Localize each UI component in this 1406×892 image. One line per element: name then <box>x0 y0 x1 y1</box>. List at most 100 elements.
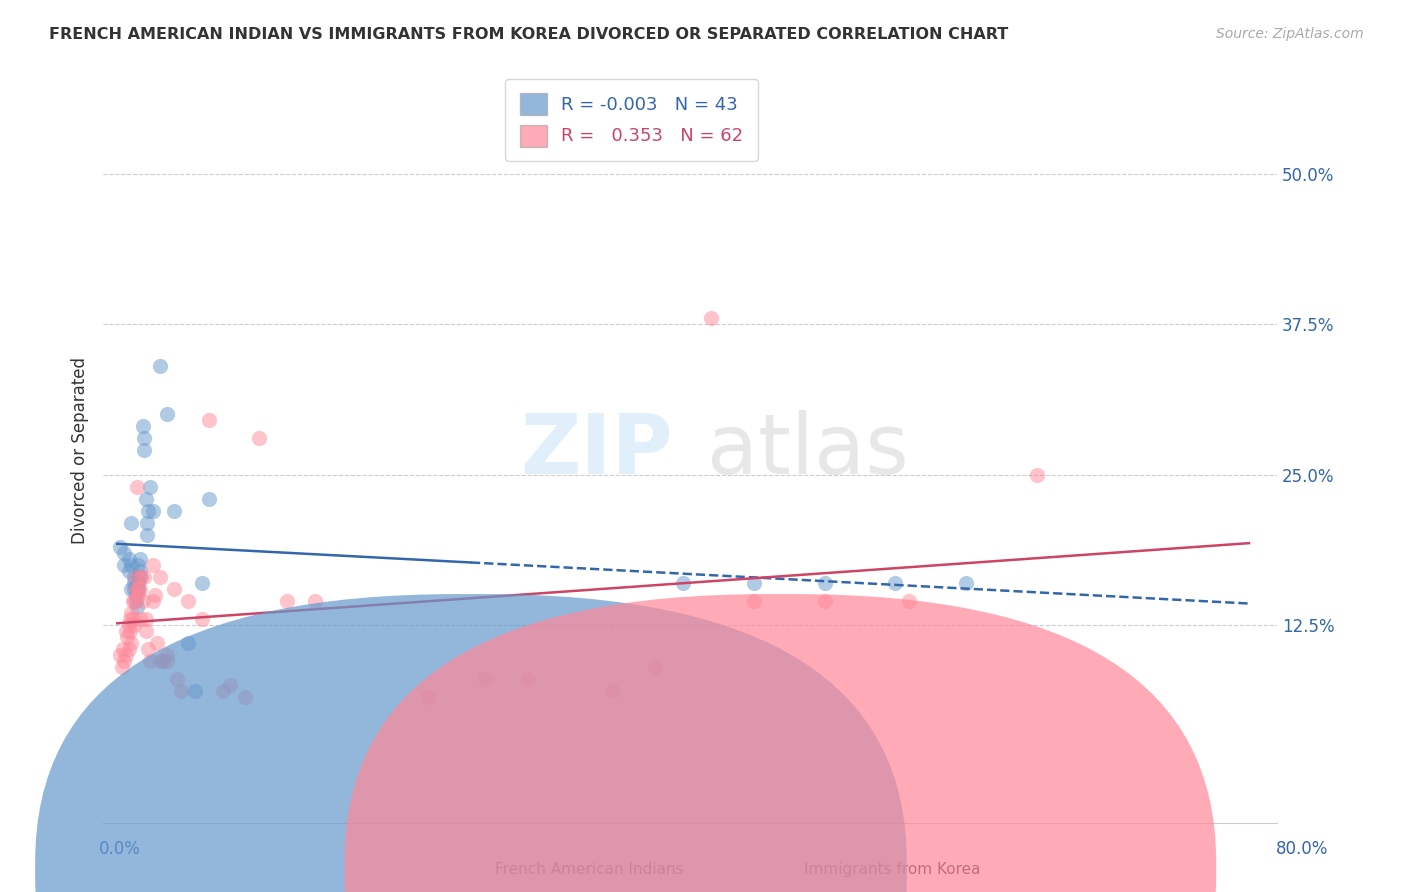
Point <box>136 527 159 541</box>
Point <box>112 546 135 560</box>
Point <box>170 684 193 698</box>
Point <box>672 575 695 590</box>
Point <box>742 575 765 590</box>
Text: atlas: atlas <box>707 410 908 491</box>
Point <box>1025 467 1047 482</box>
Point <box>124 594 146 608</box>
Point <box>134 570 156 584</box>
Point <box>124 582 146 596</box>
Point <box>120 606 142 620</box>
Point <box>117 551 139 566</box>
Point <box>742 594 765 608</box>
Point <box>516 672 538 686</box>
Point <box>139 654 162 668</box>
Point <box>276 594 298 608</box>
Text: Source: ZipAtlas.com: Source: ZipAtlas.com <box>1216 27 1364 41</box>
Point <box>110 660 132 674</box>
Point <box>233 690 256 705</box>
Point <box>145 588 167 602</box>
Point <box>135 612 157 626</box>
Point <box>120 582 142 596</box>
Point <box>122 618 145 632</box>
Point <box>136 516 159 530</box>
Point <box>138 503 160 517</box>
Point <box>125 582 148 596</box>
Point <box>112 654 135 668</box>
Point <box>898 594 921 608</box>
Text: ZIP: ZIP <box>520 410 672 491</box>
Legend: R = -0.003   N = 43, R =   0.353   N = 62: R = -0.003 N = 43, R = 0.353 N = 62 <box>505 79 758 161</box>
Point <box>129 551 152 566</box>
Point <box>115 630 138 644</box>
Point <box>602 684 624 698</box>
Point <box>129 570 152 584</box>
Point <box>146 636 169 650</box>
Point <box>132 594 155 608</box>
Point <box>156 654 179 668</box>
Point <box>304 594 326 608</box>
Point <box>108 540 131 554</box>
Point <box>219 678 242 692</box>
Point <box>129 612 152 626</box>
Point <box>135 624 157 638</box>
Text: French American Indians: French American Indians <box>495 863 683 877</box>
Point <box>132 419 155 434</box>
Point <box>120 558 142 572</box>
Point <box>142 594 165 608</box>
Point <box>418 690 440 705</box>
Point <box>124 588 146 602</box>
Point <box>124 570 146 584</box>
Point <box>112 558 135 572</box>
Point <box>813 575 835 590</box>
Point <box>121 612 143 626</box>
Point <box>129 564 152 578</box>
Point <box>128 582 150 596</box>
Point <box>108 648 131 662</box>
Point <box>166 672 188 686</box>
Point <box>149 654 172 668</box>
Point <box>813 594 835 608</box>
Point <box>120 636 142 650</box>
Text: FRENCH AMERICAN INDIAN VS IMMIGRANTS FROM KOREA DIVORCED OR SEPARATED CORRELATIO: FRENCH AMERICAN INDIAN VS IMMIGRANTS FRO… <box>49 27 1008 42</box>
Point <box>122 575 145 590</box>
Point <box>117 618 139 632</box>
Point <box>121 594 143 608</box>
Text: 0.0%: 0.0% <box>98 840 141 858</box>
Point <box>191 575 214 590</box>
Point <box>125 479 148 493</box>
Point <box>152 654 174 668</box>
Point <box>134 432 156 446</box>
Point <box>198 413 221 427</box>
Point <box>117 642 139 657</box>
Point <box>474 672 496 686</box>
Point <box>122 594 145 608</box>
Point <box>120 516 142 530</box>
Point <box>149 570 172 584</box>
Text: Immigrants from Korea: Immigrants from Korea <box>804 863 981 877</box>
Point <box>198 491 221 506</box>
Point <box>128 570 150 584</box>
Point <box>135 491 157 506</box>
Point <box>184 684 207 698</box>
Point <box>122 570 145 584</box>
Point <box>156 408 179 422</box>
Point <box>163 582 186 596</box>
Point <box>700 311 723 326</box>
Point <box>955 575 977 590</box>
Point <box>117 564 139 578</box>
Point <box>128 588 150 602</box>
Point <box>128 558 150 572</box>
Text: 80.0%: 80.0% <box>1277 840 1329 858</box>
Y-axis label: Divorced or Separated: Divorced or Separated <box>72 357 89 544</box>
Point <box>128 582 150 596</box>
Point <box>114 648 136 662</box>
Point <box>149 359 172 374</box>
Point <box>138 642 160 657</box>
Point <box>139 479 162 493</box>
Point <box>177 636 200 650</box>
Point <box>111 642 134 657</box>
Point <box>142 503 165 517</box>
Point <box>644 660 666 674</box>
Point <box>114 624 136 638</box>
Point <box>118 624 141 638</box>
